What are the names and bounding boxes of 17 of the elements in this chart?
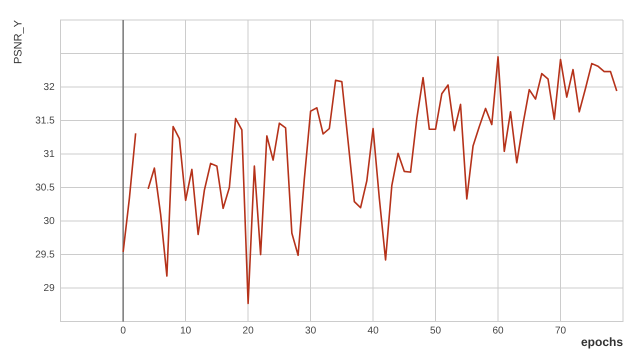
x-axis-title: epochs — [580, 335, 624, 350]
x-tick-label: 30 — [305, 325, 317, 336]
y-tick-label: 31.5 — [35, 115, 56, 126]
y-tick-label: 30.5 — [35, 182, 56, 194]
x-tick-label: 60 — [492, 325, 504, 336]
y-tick-label: 31 — [44, 148, 56, 160]
x-tick-label: 50 — [430, 325, 442, 336]
x-tick-label: 10 — [180, 325, 192, 336]
y-axis-title: PSNR_Y — [12, 19, 25, 64]
y-tick-label: 29.5 — [35, 249, 56, 260]
y-tick-label: 29 — [44, 282, 56, 294]
x-tick-label: 20 — [242, 325, 254, 336]
y-tick-label: 30 — [44, 216, 56, 227]
y-tick-label: 32 — [44, 82, 56, 93]
x-tick-label: 0 — [120, 325, 126, 336]
x-tick-label: 70 — [554, 325, 567, 336]
x-tick-label: 40 — [368, 325, 380, 336]
